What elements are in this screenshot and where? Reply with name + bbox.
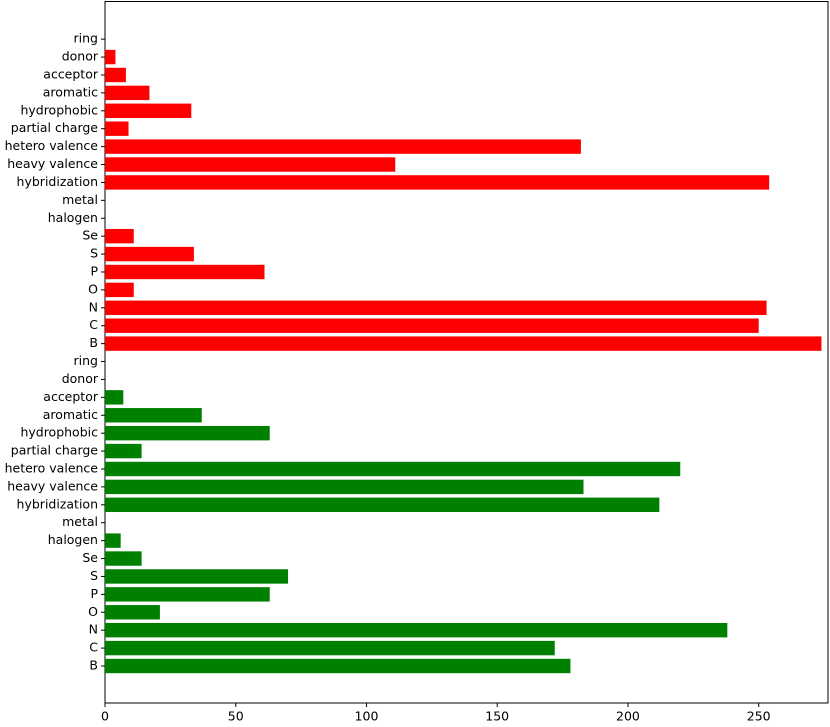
y-tick-label: acceptor xyxy=(43,66,99,81)
bar xyxy=(105,175,770,190)
y-tick-label: B xyxy=(89,658,98,673)
bar xyxy=(105,103,192,118)
y-tick-label: halogen xyxy=(48,532,98,547)
y-tick-label: hybridization xyxy=(17,174,98,189)
bar xyxy=(105,533,121,548)
y-tick-label: acceptor xyxy=(43,389,99,404)
bar xyxy=(105,300,767,315)
y-tick-label: partial charge xyxy=(11,120,99,135)
y-tick-label: partial charge xyxy=(11,443,99,458)
x-tick-label: 100 xyxy=(355,709,379,724)
y-tick-label: metal xyxy=(62,192,98,207)
y-tick-label: S xyxy=(90,246,98,261)
y-tick-label: metal xyxy=(62,514,98,529)
bar xyxy=(105,551,142,566)
y-tick-label: C xyxy=(89,640,98,655)
y-tick-label: ring xyxy=(74,31,98,46)
bar xyxy=(105,425,270,441)
x-tick-label: 250 xyxy=(747,709,771,724)
bar xyxy=(105,157,396,172)
bar xyxy=(105,408,202,423)
y-tick-label: B xyxy=(89,335,98,350)
x-tick-label: 50 xyxy=(228,709,244,724)
y-tick-label: C xyxy=(89,317,98,332)
bar xyxy=(105,479,584,495)
bar xyxy=(105,228,134,244)
bar xyxy=(105,49,116,65)
bar xyxy=(105,587,270,602)
y-tick-label: halogen xyxy=(48,210,98,225)
bar xyxy=(105,264,265,280)
bar xyxy=(105,461,681,477)
y-tick-label: hetero valence xyxy=(5,460,99,475)
y-tick-label: hybridization xyxy=(17,496,98,511)
y-tick-label: Se xyxy=(82,228,98,243)
y-tick-label: heavy valence xyxy=(7,156,98,171)
y-tick-label: S xyxy=(90,568,98,583)
y-tick-label: hydrophobic xyxy=(20,425,98,440)
y-tick-label: O xyxy=(88,604,98,619)
y-tick-label: aromatic xyxy=(43,407,98,422)
bar xyxy=(105,318,759,333)
bar xyxy=(105,640,555,656)
y-tick-label: Se xyxy=(82,550,98,565)
y-tick-label: hetero valence xyxy=(5,138,99,153)
bar xyxy=(105,282,134,298)
x-tick-label: 200 xyxy=(616,709,640,724)
bar xyxy=(105,139,581,154)
bar xyxy=(105,85,150,101)
x-tick-label: 0 xyxy=(101,709,109,724)
bar xyxy=(105,658,571,674)
bar xyxy=(105,390,124,405)
bar xyxy=(105,497,660,513)
bar xyxy=(105,246,194,262)
x-tick-label: 150 xyxy=(485,709,509,724)
y-tick-label: donor xyxy=(62,371,99,386)
bar xyxy=(105,569,289,584)
y-tick-label: N xyxy=(89,622,98,637)
y-tick-label: ring xyxy=(74,353,98,368)
bar xyxy=(105,605,160,620)
y-tick-label: O xyxy=(88,281,98,296)
bar xyxy=(105,622,728,638)
y-tick-label: P xyxy=(90,263,98,278)
y-tick-label: heavy valence xyxy=(7,478,98,493)
y-tick-label: aromatic xyxy=(43,84,98,99)
bar xyxy=(105,443,142,459)
plot-frame xyxy=(104,1,829,704)
bar xyxy=(105,336,822,351)
y-tick-label: donor xyxy=(62,49,99,64)
y-tick-label: hydrophobic xyxy=(20,102,98,117)
bar xyxy=(105,121,129,136)
y-tick-label: P xyxy=(90,586,98,601)
y-tick-label: N xyxy=(89,299,98,314)
bar xyxy=(105,67,126,83)
